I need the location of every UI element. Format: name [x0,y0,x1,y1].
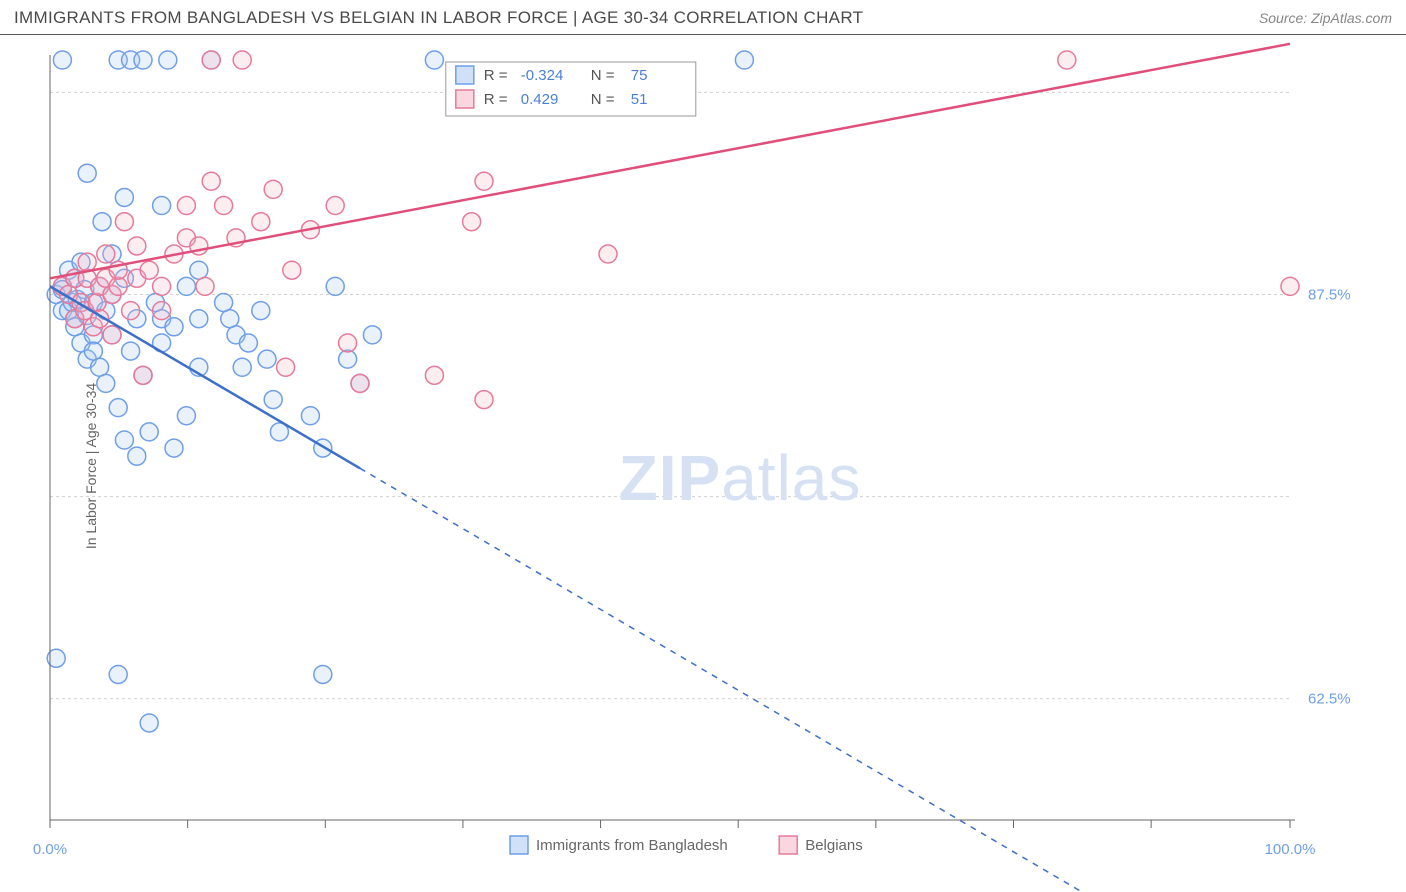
svg-text:N =: N = [591,91,615,108]
data-point [93,213,111,231]
data-point [277,358,295,376]
data-point [134,51,152,69]
data-point [475,391,493,409]
y-tick-label: 62.5% [1308,691,1351,708]
legend-swatch [779,836,797,854]
data-point [153,302,171,320]
data-point [314,665,332,683]
svg-text:-0.324: -0.324 [521,67,564,84]
data-point [134,366,152,384]
data-point [326,197,344,215]
data-point [109,277,127,295]
data-point [115,213,133,231]
data-point [109,399,127,417]
svg-text:75: 75 [631,67,648,84]
data-point [109,665,127,683]
data-point [283,261,301,279]
data-point [202,172,220,190]
data-point [53,51,71,69]
data-point [258,350,276,368]
data-point [153,197,171,215]
data-point [97,374,115,392]
data-point [264,391,282,409]
svg-text:0.429: 0.429 [521,91,559,108]
y-axis-label: In Labor Force | Age 30-34 [83,383,99,549]
data-point [165,439,183,457]
data-point [215,294,233,312]
data-point [252,213,270,231]
data-point [140,261,158,279]
title-bar: IMMIGRANTS FROM BANGLADESH VS BELGIAN IN… [0,0,1406,35]
chart-container: IMMIGRANTS FROM BANGLADESH VS BELGIAN IN… [0,0,1406,892]
data-point [140,423,158,441]
legend-label: Immigrants from Bangladesh [536,837,728,854]
data-point [196,277,214,295]
data-point [84,342,102,360]
data-point [425,366,443,384]
data-point [128,237,146,255]
stats-box: R = -0.324 N = 75 R = 0.429 N = 51 [446,62,696,116]
data-point [264,180,282,198]
data-point [78,164,96,182]
data-point [165,318,183,336]
data-point [140,714,158,732]
legend-label: Belgians [805,837,863,854]
data-point [115,188,133,206]
data-point [190,261,208,279]
data-point [252,302,270,320]
data-point [475,172,493,190]
data-point [122,342,140,360]
source-attribution: Source: ZipAtlas.com [1259,10,1392,26]
watermark: ZIPatlas [619,442,862,514]
data-point [177,277,195,295]
data-point [339,334,357,352]
data-point [91,358,109,376]
data-point [177,407,195,425]
data-point [233,358,251,376]
y-tick-label: 87.5% [1308,286,1351,303]
data-point [239,334,257,352]
data-point [1281,277,1299,295]
legend-swatch [510,836,528,854]
data-point [128,447,146,465]
data-point [159,51,177,69]
svg-text:51: 51 [631,91,648,108]
data-point [301,407,319,425]
data-point [599,245,617,263]
x-tick-label: 0.0% [33,841,67,858]
data-point [1058,51,1076,69]
svg-text:N =: N = [591,67,615,84]
data-point [97,245,115,263]
data-point [202,51,220,69]
data-point [363,326,381,344]
data-point [103,326,121,344]
chart-title: IMMIGRANTS FROM BANGLADESH VS BELGIAN IN… [14,8,863,28]
scatter-chart-svg: 62.5% 87.5% ZIPatlas 0.0% 100.0% Immigrants f… [0,40,1406,892]
svg-text:R =: R = [484,67,508,84]
data-point [425,51,443,69]
trend-line-extrapolated [360,468,1290,892]
data-point [326,277,344,295]
chart-area: In Labor Force | Age 30-34 62.5% 87.5% ZIP… [0,40,1406,892]
data-point [177,197,195,215]
data-point [735,51,753,69]
data-point [339,350,357,368]
data-point [115,431,133,449]
data-point [122,302,140,320]
x-tick-label: 100.0% [1265,841,1316,858]
data-point [78,253,96,271]
data-point [351,374,369,392]
data-point [190,310,208,328]
data-point [463,213,481,231]
svg-text:R =: R = [484,91,508,108]
data-point [221,310,239,328]
data-point [233,51,251,69]
data-point [153,277,171,295]
data-point [215,197,233,215]
